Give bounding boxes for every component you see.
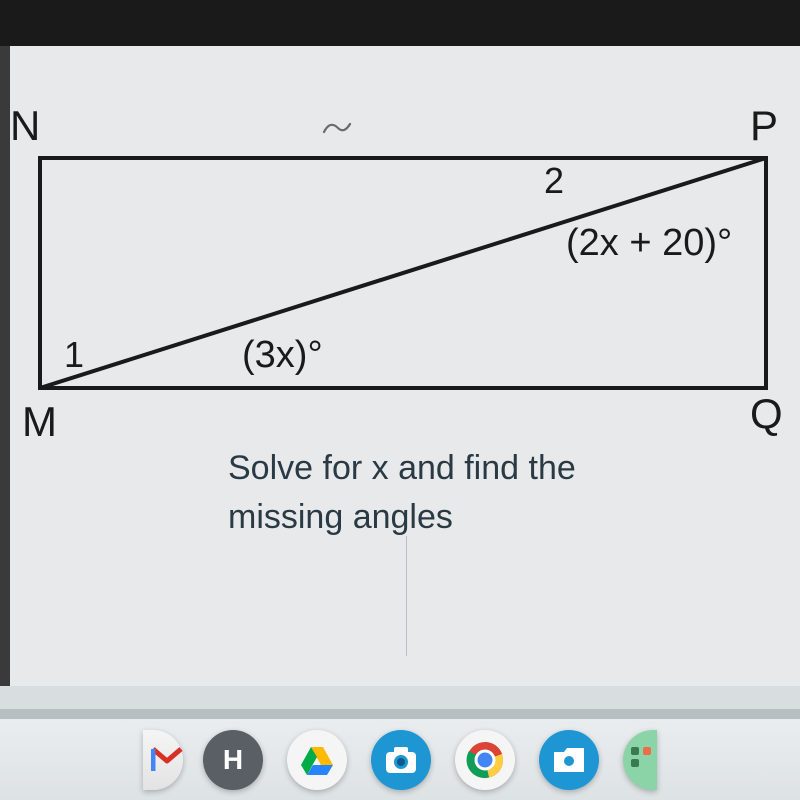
chrome-icon[interactable]	[455, 730, 515, 790]
problem-line1: Solve for x and find the	[228, 449, 576, 487]
problem-line2: missing angles	[228, 498, 453, 536]
window-titlebar	[0, 0, 800, 46]
drive-icon[interactable]	[287, 730, 347, 790]
pencil-scribble	[320, 118, 360, 138]
apps-icon[interactable]	[623, 730, 657, 790]
files-icon[interactable]	[539, 730, 599, 790]
document-page: N P M Q 2 (2x + 20)° 1 (3x)° Solve for x…	[10, 46, 800, 686]
camera-icon[interactable]	[371, 730, 431, 790]
guide-line	[406, 536, 407, 656]
chromeos-shelf: H	[0, 718, 800, 800]
problem-statement: Solve for x and find the missing angles	[228, 444, 576, 543]
window-left-edge	[0, 46, 10, 686]
geometry-diagram	[10, 136, 800, 456]
gmail-icon[interactable]	[143, 730, 183, 790]
h-letter: H	[223, 744, 243, 776]
history-icon[interactable]: H	[203, 730, 263, 790]
